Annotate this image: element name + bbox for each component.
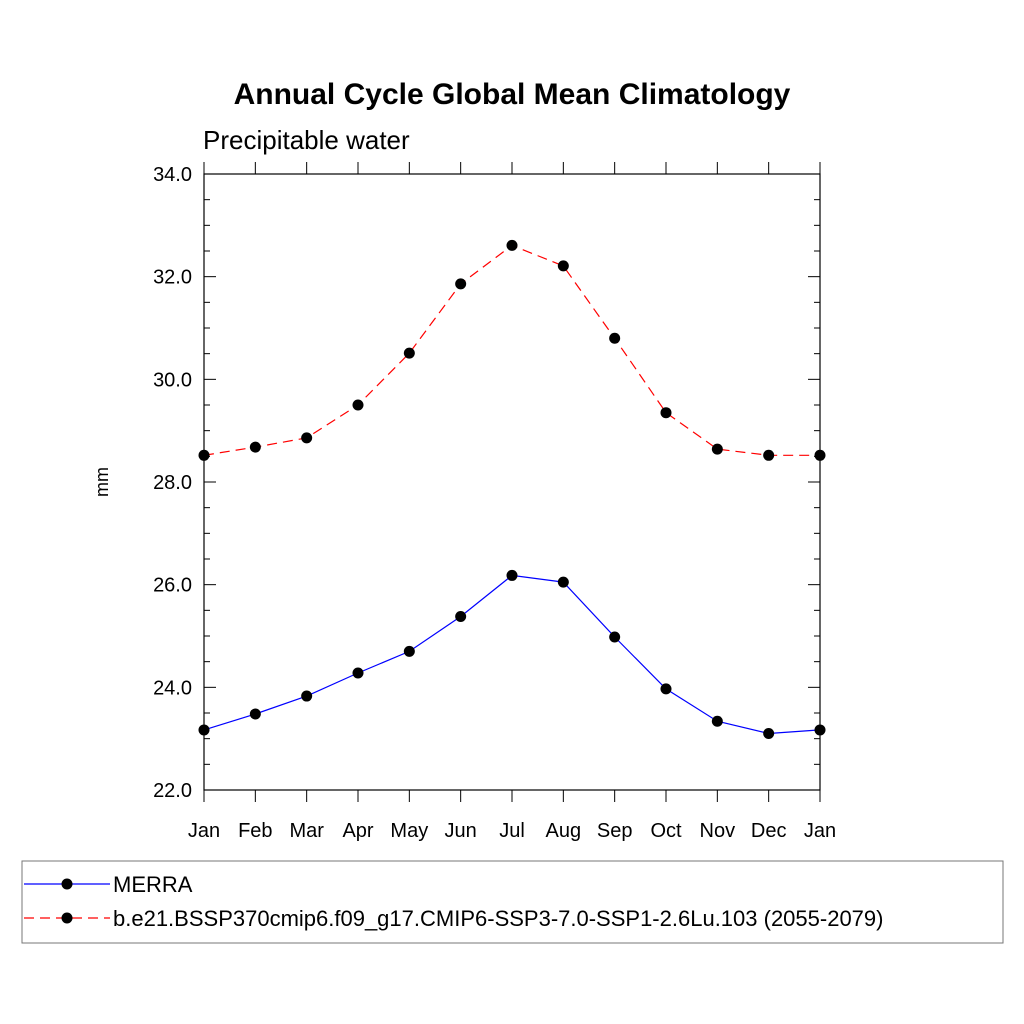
x-tick-label: Apr [342,820,373,842]
x-tick-label: Jul [499,820,525,842]
data-point-s1 [557,576,569,588]
data-point-s1 [814,724,826,736]
data-point-s1 [352,667,364,679]
x-tick-label: Sep [597,820,633,842]
data-point-s1 [249,708,261,720]
y-tick-label: 24.0 [153,677,192,699]
data-point-s2 [660,407,672,419]
data-point-s1 [711,715,723,727]
x-tick-label: Jun [445,820,477,842]
y-tick-label: 32.0 [153,267,192,289]
data-point-s2 [557,260,569,272]
data-point-s2 [506,239,518,251]
data-point-s2 [609,332,621,344]
data-point-s1 [660,683,672,695]
chart-subtitle: Precipitable water [203,125,410,155]
data-point-s1 [455,610,467,622]
y-axis-label: mm [92,467,112,497]
data-point-s1 [609,631,621,643]
legend-label-2: b.e21.BSSP370cmip6.f09_g17.CMIP6-SSP3-7.… [113,906,883,931]
x-tick-label: Mar [289,820,324,842]
y-tick-label: 22.0 [153,780,192,802]
data-point-s2 [763,449,775,461]
legend-marker-1 [61,878,73,890]
data-point-s1 [403,645,415,657]
data-point-s2 [814,449,826,461]
x-tick-label: Nov [700,820,736,842]
data-point-s1 [198,724,210,736]
data-point-s2 [403,347,415,359]
data-point-s1 [506,569,518,581]
data-point-s2 [198,449,210,461]
data-point-s2 [249,441,261,453]
data-point-s1 [763,728,775,740]
plot-frame [203,173,821,791]
x-tick-label: Aug [546,820,582,842]
axes: 22.0 24.0 26.0 28.0 30.0 32.0 34.0 Jan Feb Mar Apr… [153,162,836,842]
data-point-s2 [352,399,364,411]
legend-marker-2 [61,912,73,924]
y-tick-label: 28.0 [153,472,192,494]
x-tick-label: May [390,820,428,842]
x-tick-label: Jan [804,820,836,842]
x-tick-label: Jan [188,820,220,842]
chart-title: Annual Cycle Global Mean Climatology [234,78,791,111]
data-point-s2 [455,278,467,290]
x-tick-label: Feb [238,820,272,842]
data-point-s1 [301,690,313,702]
series-lines [198,239,826,740]
x-tick-label: Dec [751,820,787,842]
y-tick-label: 34.0 [153,164,192,186]
y-tick-label: 26.0 [153,575,192,597]
data-point-s2 [711,443,723,455]
series-line-1 [203,574,821,735]
legend: MERRA b.e21.BSSP370cmip6.f09_g17.CMIP6-SS… [24,872,883,931]
x-tick-label: Oct [650,820,682,842]
data-point-s2 [301,432,313,444]
legend-label-1: MERRA [113,872,193,897]
legend-box [21,860,1004,944]
y-tick-label: 30.0 [153,369,192,391]
series-line-2 [203,244,820,456]
